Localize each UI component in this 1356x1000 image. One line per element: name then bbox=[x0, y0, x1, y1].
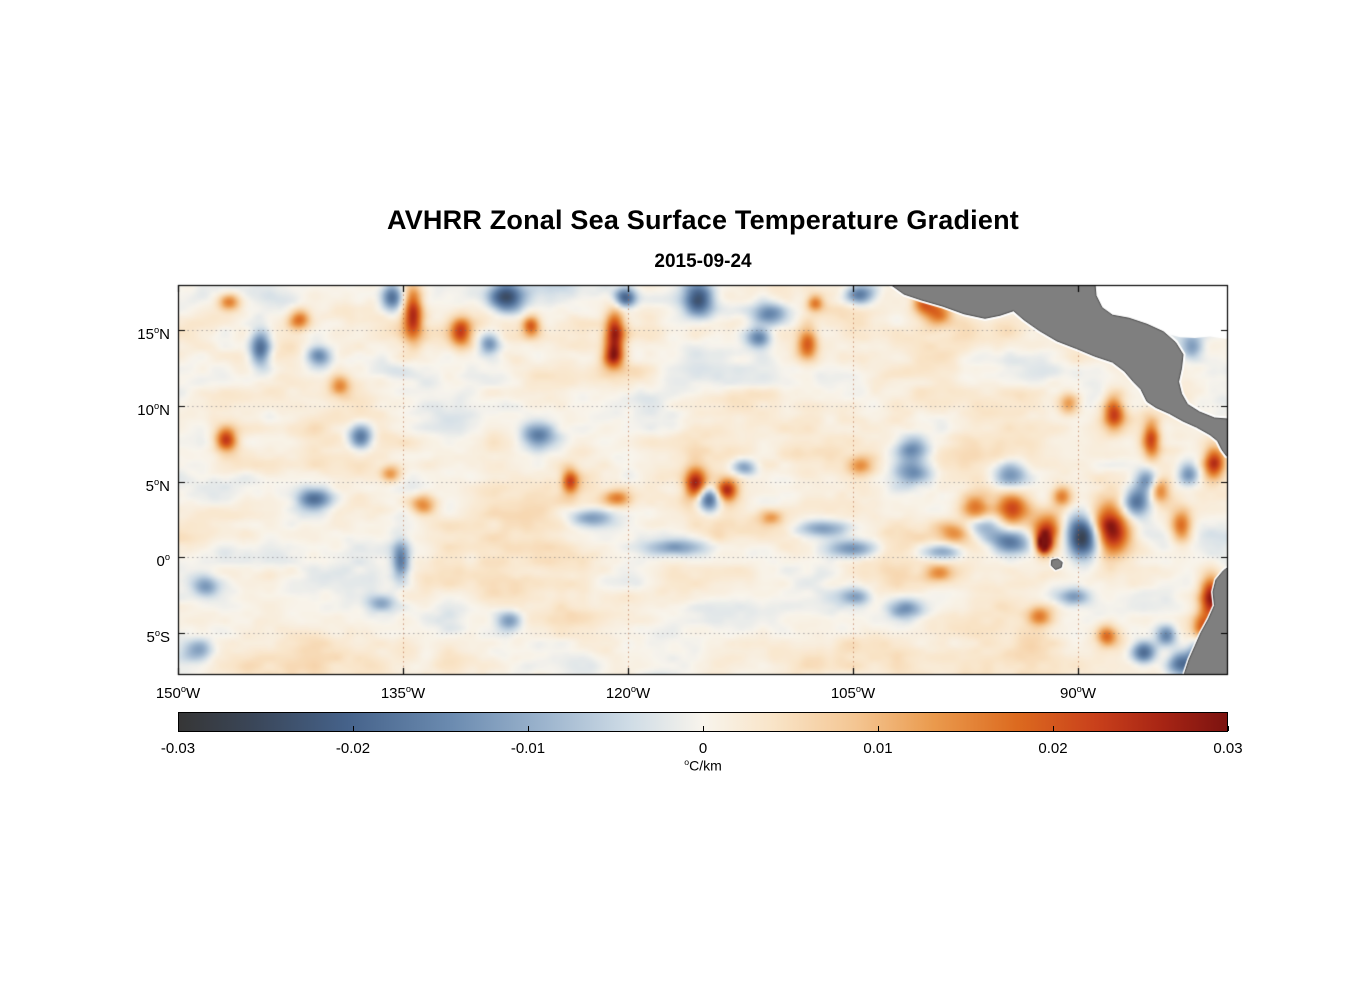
y-tick-label: 10oN bbox=[137, 401, 170, 419]
colorbar-tick-label: -0.02 bbox=[335, 740, 371, 757]
y-tick-label: 5oN bbox=[145, 477, 170, 495]
colorbar-tick-mark bbox=[178, 726, 179, 731]
colorbar-tick-mark bbox=[353, 726, 354, 731]
colorbar-tick-mark bbox=[878, 726, 879, 731]
x-tick-label: 90oW bbox=[1059, 684, 1097, 702]
chart-title: AVHRR Zonal Sea Surface Temperature Grad… bbox=[387, 205, 1019, 235]
colorbar-tick-label: -0.01 bbox=[510, 740, 546, 757]
y-tick-label: 15oN bbox=[137, 325, 170, 343]
colorbar-tick-label: 0.02 bbox=[1038, 740, 1068, 757]
colorbar-tick-mark bbox=[1053, 726, 1054, 731]
colorbar-tick-label: 0.01 bbox=[863, 740, 893, 757]
colorbar-tick-mark bbox=[528, 726, 529, 731]
colorbar bbox=[178, 712, 1228, 732]
colorbar-tick-label: -0.03 bbox=[160, 740, 196, 757]
x-tick-label: 135oW bbox=[380, 684, 426, 702]
x-tick-label: 105oW bbox=[830, 684, 876, 702]
x-tick-label: 120oW bbox=[605, 684, 651, 702]
colorbar-unit-label: oC/km bbox=[684, 757, 722, 774]
colorbar-tick-label: 0.03 bbox=[1213, 740, 1243, 757]
chart-date: 2015-09-24 bbox=[654, 251, 752, 272]
colorbar-tick-label: 0 bbox=[698, 740, 708, 757]
colorbar-tick-mark bbox=[703, 726, 704, 731]
colorbar-tick-mark bbox=[1228, 726, 1229, 731]
y-tick-label: 0o bbox=[156, 552, 170, 570]
y-tick-label: 5oS bbox=[146, 628, 170, 646]
x-tick-label: 150oW bbox=[155, 684, 201, 702]
